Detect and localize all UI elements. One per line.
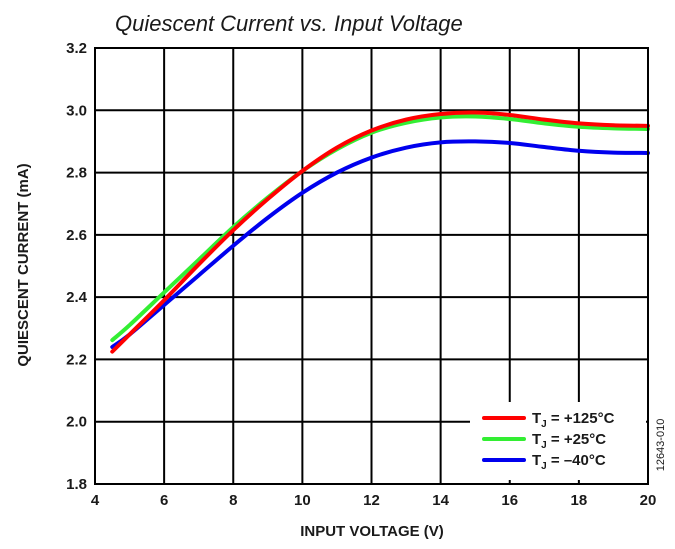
x-tick-label: 10 <box>294 492 311 509</box>
series-line-40C <box>110 139 650 349</box>
x-tick-label: 12 <box>363 492 380 509</box>
x-tick-label: 4 <box>91 492 100 509</box>
y-tick-label: 2.0 <box>66 414 87 431</box>
x-axis-label: INPUT VOLTAGE (V) <box>300 523 444 540</box>
x-tick-label: 6 <box>160 492 168 509</box>
y-tick-label: 2.4 <box>66 289 88 306</box>
x-tick-label: 8 <box>229 492 237 509</box>
y-tick-label: 1.8 <box>66 476 87 493</box>
y-tick-label: 2.2 <box>66 351 87 368</box>
chart-title: Quiescent Current vs. Input Voltage <box>115 11 463 36</box>
x-tick-label: 14 <box>432 492 449 509</box>
series-line-25C <box>110 114 650 343</box>
y-tick-label: 2.8 <box>66 165 87 182</box>
legend-entry: TJ = +25°C <box>532 431 606 451</box>
y-tick-label: 2.6 <box>66 227 87 244</box>
x-tick-label: 16 <box>501 492 518 509</box>
y-tick-label: 3.2 <box>66 40 87 57</box>
legend-entry: TJ = –40°C <box>532 452 606 472</box>
x-tick-label: 18 <box>571 492 588 509</box>
plot-frame <box>94 47 649 485</box>
y-tick-label: 3.0 <box>66 102 87 119</box>
x-tick-label: 20 <box>640 492 657 509</box>
legend-entry: TJ = +125°C <box>532 410 615 430</box>
figure-id: 12643-010 <box>655 419 667 472</box>
plot-area: 1.8 2.0 2.2 2.4 2.6 2.8 3.0 3.2 4 6 8 10 12 14 16 18 20 T… <box>66 40 656 509</box>
y-axis-label: QUIESCENT CURRENT (mA) <box>15 163 32 366</box>
series-line-125C <box>110 110 650 354</box>
